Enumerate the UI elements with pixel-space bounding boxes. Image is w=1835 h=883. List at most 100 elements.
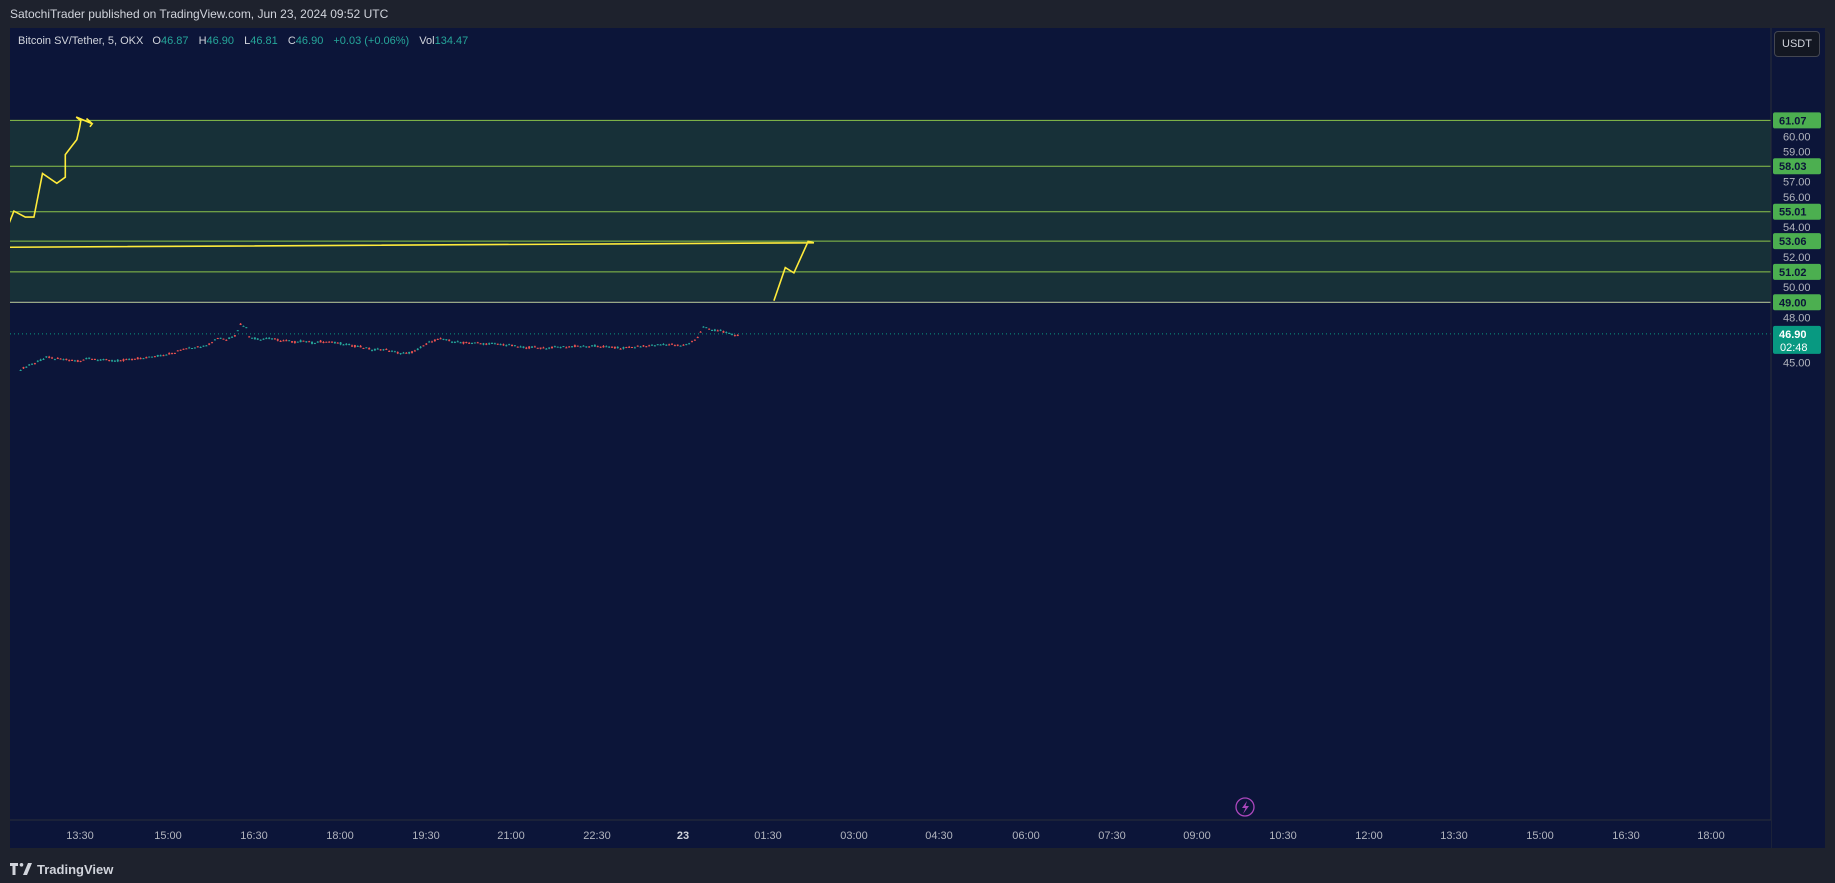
level-price-tag[interactable] [1773,203,1821,220]
flash-icon[interactable] [1235,797,1255,817]
candle-body [442,338,445,340]
candle-body [142,358,145,360]
candle-body [122,359,125,361]
candle-body [339,342,342,345]
x-tick-label: 23 [677,830,689,842]
candle-body [42,358,45,360]
candle-body [136,357,139,360]
volume-label: Vol [419,35,435,47]
candle-body [328,341,331,343]
x-tick-label: 16:30 [1612,830,1640,842]
candle-body [71,359,74,361]
candle-body [693,339,696,341]
candle-body [88,357,91,359]
candle-body [288,340,291,342]
candle-body [582,345,585,347]
publication-bar: SatochiTrader published on TradingView.c… [0,0,1835,28]
candle-body [236,330,239,332]
candle-body [56,357,59,359]
candle-body [448,339,451,341]
low-value: 46.81 [250,35,278,47]
candle-body [131,358,134,360]
x-tick-label: 22:30 [583,830,611,842]
candle-body [399,353,402,355]
candle-body [682,344,685,346]
y-tick-label: 54.00 [1783,222,1811,234]
open-value: 46.87 [160,35,189,47]
candle-body [188,347,191,349]
candle-body [371,349,374,351]
candle-body [85,357,88,360]
y-tick-label: 59.00 [1783,147,1811,159]
candle-body [376,348,379,350]
candle-body [211,342,214,344]
candle-body [168,353,171,355]
candle-body [362,347,365,349]
candle-body [485,343,488,345]
level-price-tag[interactable] [1773,158,1821,175]
candle-body [222,338,225,340]
candle-body [716,330,719,332]
candle-body [333,341,336,344]
candle-body [685,344,688,346]
bar-countdown-label: 02:48 [1780,342,1808,354]
change-value: +0.03 (+0.06%) [333,35,410,47]
level-price-tag[interactable] [1773,294,1821,311]
candle-body [568,346,571,348]
candle-body [45,356,48,358]
candle-body [691,341,694,343]
candle-body [76,360,79,362]
candle-body [522,346,525,348]
candle-body [525,347,528,349]
close-value: 46.90 [295,35,324,47]
candle-body [248,336,251,338]
candle-body [599,346,602,348]
level-price-tag[interactable] [1773,263,1821,280]
candle-body [296,341,299,343]
candle-body [673,345,676,347]
candle-body [513,345,516,347]
candle-body [265,338,268,340]
candle-body [562,346,565,348]
candle-body [382,349,385,351]
x-tick-label: 06:00 [1012,830,1040,842]
candle-body [508,344,511,346]
candle-body [102,358,105,361]
candle-body [453,342,456,344]
candle-body [659,344,662,346]
candle-body [545,348,548,350]
candle-body [459,342,462,344]
symbol-title[interactable]: Bitcoin SV/Tether, 5, OKX [18,35,144,47]
currency-unit-button[interactable]: USDT [1774,31,1820,57]
candle-body [405,352,408,354]
flash-icon-ring [1235,797,1255,817]
candle-body [116,359,119,362]
candle-body [616,346,619,349]
candle-body [719,329,722,331]
candle-body [196,346,199,348]
x-tick-label: 18:00 [326,830,354,842]
x-tick-label: 13:30 [66,830,94,842]
candle-body [445,339,448,341]
candle-body [325,341,328,343]
candle-body [345,343,348,345]
candle-body [473,342,476,344]
y-tick-label: 48.00 [1783,312,1811,324]
chart-legend: Bitcoin SV/Tether, 5, OKX O46.87 H46.90 … [18,35,475,47]
candle-body [148,356,151,358]
candle-body [165,354,168,356]
candle-body [173,352,176,354]
candle-body [722,331,725,333]
candle-body [216,338,219,340]
candle-body [291,341,294,343]
level-price-tag[interactable] [1773,233,1821,250]
candle-body [28,364,31,366]
candle-body [245,327,248,329]
price-chart[interactable]: 45.0046.0048.0050.0052.0054.0056.0057.00… [10,28,1825,848]
tradingview-logo[interactable]: TradingView [10,860,113,878]
level-price-tag[interactable] [1773,112,1821,129]
projection-path[interactable] [10,116,815,302]
published-by-text: SatochiTrader published on TradingView.c… [10,7,389,21]
candle-body [299,340,302,343]
candle-body [99,359,102,361]
